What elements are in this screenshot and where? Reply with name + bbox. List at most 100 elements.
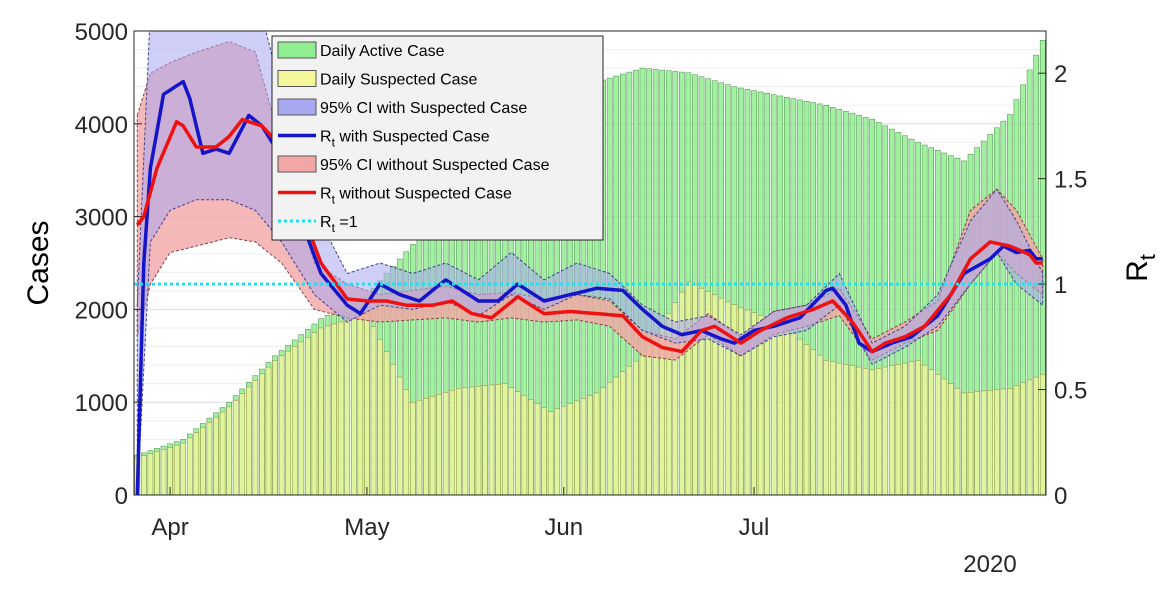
suspected-case-bar xyxy=(410,401,416,496)
y-left-tick-label: 4000 xyxy=(75,112,128,139)
suspected-case-bar xyxy=(934,374,941,496)
legend-label: 95% CI without Suspected Case xyxy=(320,157,550,174)
legend-label: Daily Suspected Case xyxy=(320,72,478,89)
suspected-case-bar xyxy=(554,408,561,496)
suspected-case-bar xyxy=(141,455,147,496)
suspected-case-bar xyxy=(797,338,803,496)
y-left-tick-label: 2000 xyxy=(75,297,128,324)
suspected-case-bar xyxy=(213,416,219,496)
suspected-case-bar xyxy=(908,361,915,496)
y-right-tick-label: 1.5 xyxy=(1054,167,1087,194)
suspected-case-bar xyxy=(646,344,652,496)
suspected-case-bar xyxy=(633,360,639,496)
suspected-case-bar xyxy=(429,395,436,496)
suspected-case-bar xyxy=(416,399,423,496)
suspected-case-bar xyxy=(626,366,633,496)
suspected-case-bar xyxy=(915,360,921,496)
suspected-case-bar xyxy=(508,387,515,496)
suspected-case-bar xyxy=(1000,388,1007,496)
suspected-case-bar xyxy=(895,364,902,496)
suspected-case-bar xyxy=(784,328,790,496)
suspected-case-bar xyxy=(587,395,593,496)
suspected-case-bar xyxy=(961,392,967,496)
suspected-case-bar xyxy=(764,317,770,496)
x-tick-label: Apr xyxy=(151,514,188,541)
suspected-case-bar xyxy=(987,390,994,496)
suspected-case-bar xyxy=(180,442,187,496)
suspected-case-bar xyxy=(285,350,291,496)
suspected-case-bar xyxy=(515,391,521,496)
suspected-case-bar xyxy=(488,384,495,496)
suspected-case-bar xyxy=(593,392,600,496)
suspected-case-bar xyxy=(1026,379,1033,496)
suspected-case-bar xyxy=(902,362,908,496)
suspected-case-bar xyxy=(816,354,823,496)
suspected-case-bar xyxy=(436,393,442,496)
legend-label: Daily Active Case xyxy=(320,43,445,60)
suspected-case-bar xyxy=(869,369,875,496)
legend-label: Rt =1 xyxy=(320,214,358,235)
legend-label: Rt without Suspected Case xyxy=(320,186,512,207)
suspected-case-bar xyxy=(560,405,567,496)
suspected-case-bar xyxy=(770,320,777,496)
legend-label: 95% CI with Suspected Case xyxy=(320,100,527,117)
suspected-case-bar xyxy=(803,344,810,496)
svg-text:Rt: Rt xyxy=(1121,254,1160,282)
suspected-case-bar xyxy=(324,325,331,496)
axes: 0 1000 2000 3000 4000 5000 0 0.5 1 1.5 2 Apr May Jun J… xyxy=(75,19,1088,541)
y-left-tick-label: 3000 xyxy=(75,205,128,232)
suspected-case-bar xyxy=(442,392,449,496)
suspected-case-bar xyxy=(206,422,213,496)
legend: Daily Active Case Daily Suspected Case 95%… xyxy=(271,35,604,241)
suspected-case-bar xyxy=(954,388,961,496)
suspected-case-bar xyxy=(160,449,167,496)
suspected-case-bar xyxy=(469,386,475,496)
suspected-case-bar xyxy=(226,406,232,496)
suspected-case-bar xyxy=(941,378,948,496)
suspected-case-bar xyxy=(948,383,954,496)
suspected-case-bar xyxy=(692,284,698,496)
suspected-case-bar xyxy=(298,341,305,496)
suspected-case-bars xyxy=(134,281,1046,496)
suspected-case-bar xyxy=(423,397,429,496)
suspected-case-bar xyxy=(790,333,797,496)
suspected-case-bar xyxy=(232,399,239,496)
suspected-case-bar xyxy=(311,332,318,496)
suspected-case-bar xyxy=(154,451,160,496)
suspected-case-bar xyxy=(357,315,364,496)
suspected-case-bar xyxy=(219,411,226,496)
y-left-tick-label: 5000 xyxy=(75,19,128,46)
suspected-case-bar xyxy=(606,382,613,496)
suspected-case-bar xyxy=(974,391,980,496)
suspected-case-bar xyxy=(580,397,587,496)
suspected-case-bar xyxy=(318,327,324,496)
suspected-case-bar xyxy=(613,376,620,496)
suspected-case-bar xyxy=(843,364,849,496)
suspected-case-bar xyxy=(350,317,357,496)
suspected-case-bar xyxy=(534,403,541,496)
suspected-case-bar xyxy=(173,444,180,496)
suspected-case-bar xyxy=(889,365,895,496)
suspected-case-bar xyxy=(836,362,843,496)
suspected-case-bar xyxy=(403,389,410,496)
suspected-case-bar xyxy=(574,400,580,496)
suspected-case-bar xyxy=(265,366,272,496)
y-right-tick-label: 0.5 xyxy=(1054,378,1087,405)
suspected-case-bar xyxy=(239,393,246,496)
suspected-case-bar xyxy=(193,432,200,496)
suspected-case-bar xyxy=(252,380,259,496)
legend-box xyxy=(271,35,604,241)
suspected-case-bar xyxy=(810,349,816,496)
suspected-case-bar xyxy=(882,366,889,496)
y-right-tick-label: 1 xyxy=(1054,272,1067,299)
suspected-case-bar xyxy=(259,373,265,496)
suspected-case-bar xyxy=(337,321,344,496)
suspected-case-bar xyxy=(849,365,856,496)
legend-swatch xyxy=(277,98,317,116)
suspected-case-bar xyxy=(547,411,554,496)
suspected-case-bar xyxy=(475,386,482,496)
suspected-case-bar xyxy=(331,323,337,496)
suspected-case-bar xyxy=(246,386,252,496)
suspected-case-bar xyxy=(396,376,403,496)
